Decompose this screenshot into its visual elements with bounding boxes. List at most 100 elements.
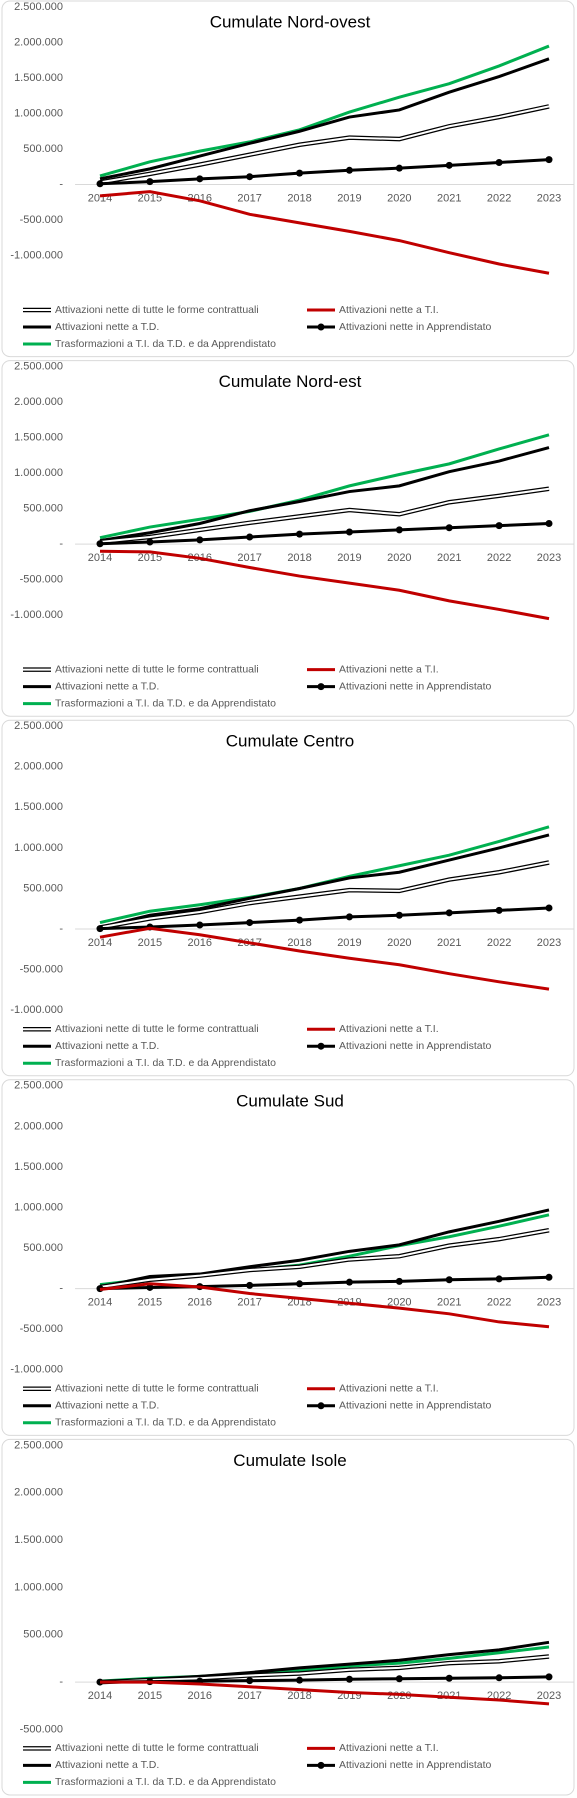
panel (1, 1079, 575, 1436)
y-tick-label: -1.000.000 (10, 1364, 63, 1376)
x-tick-label: 2021 (437, 192, 461, 204)
marker (345, 913, 353, 921)
chart-title: Cumulate Centro (226, 732, 355, 751)
x-tick-label: 2023 (537, 1297, 561, 1309)
marker (545, 520, 553, 528)
y-tick-label: 1.500.000 (14, 72, 63, 84)
y-tick-label: 2.000.000 (14, 761, 63, 773)
marker (196, 921, 204, 929)
line (99, 906, 550, 931)
x-tick-label: 2018 (287, 552, 311, 564)
line (99, 158, 550, 186)
y-tick-label: -500.000 (20, 214, 63, 226)
legend-label: Attivazioni nette a T.D. (55, 321, 159, 333)
x-tick-label: 2014 (88, 552, 112, 564)
x-tick-label: 2022 (487, 937, 511, 949)
marker (296, 169, 304, 177)
legend-label: Trasformazioni a T.I. da T.D. e da Appre… (55, 1776, 276, 1788)
legend-label: Attivazioni nette a T.I. (339, 663, 439, 675)
marker (495, 158, 503, 166)
marker (445, 524, 453, 532)
legend-label: Trasformazioni a T.I. da T.D. e da Appre… (55, 1417, 276, 1429)
x-tick-label: 2014 (88, 937, 112, 949)
y-tick-label: -500.000 (20, 1323, 63, 1335)
y-tick-label: -500.000 (20, 574, 63, 586)
y-tick-label: 2.500.000 (14, 1439, 63, 1451)
line (99, 105, 550, 184)
marker (345, 528, 353, 536)
legend-label: Attivazioni nette a T.I. (339, 1742, 439, 1754)
y-tick-label: - (59, 923, 63, 935)
y-tick-label: 1.500.000 (14, 1534, 63, 1546)
marker (96, 540, 104, 548)
marker (445, 909, 453, 917)
x-tick-label: 2015 (138, 192, 162, 204)
y-tick-label: 500.000 (23, 503, 63, 515)
marker (146, 1283, 154, 1291)
x-tick-label: 2018 (287, 192, 311, 204)
x-tick-label: 2019 (337, 192, 361, 204)
chart-title: Cumulate Nord-ovest (210, 12, 371, 31)
marker (545, 904, 553, 912)
legend-label: Attivazioni nette a T.I. (339, 1383, 439, 1395)
y-tick-label: 1.500.000 (14, 801, 63, 813)
line (99, 1275, 550, 1291)
marker (345, 1278, 353, 1286)
line (99, 926, 550, 991)
legend-label: Attivazioni nette a T.D. (55, 1400, 159, 1412)
y-tick-label: - (59, 178, 63, 190)
legend-label: Trasformazioni a T.I. da T.D. e da Appre… (55, 338, 276, 350)
legend-label: Attivazioni nette a T.D. (55, 680, 159, 692)
line (100, 1680, 550, 1706)
marker (445, 1276, 453, 1284)
x-tick-label: 2017 (237, 192, 261, 204)
legend-label: Attivazioni nette in Apprendistato (339, 1040, 492, 1052)
line (99, 833, 550, 929)
legend-label: Attivazioni nette di tutte le forme cont… (55, 1023, 259, 1035)
x-tick-label: 2020 (387, 1297, 411, 1309)
y-tick-label: 2.500.000 (14, 720, 63, 732)
y-tick-label: - (59, 538, 63, 550)
line (99, 446, 550, 543)
legend-label: Trasformazioni a T.I. da T.D. e da Appre… (55, 697, 276, 709)
marker (246, 1281, 254, 1289)
marker (545, 156, 553, 164)
line (99, 522, 550, 546)
marker (196, 175, 204, 183)
marker (296, 916, 304, 924)
legend-label: Attivazioni nette a T.I. (339, 1023, 439, 1035)
marker (395, 1675, 403, 1683)
y-tick-label: 1.500.000 (14, 432, 63, 444)
marker (395, 164, 403, 172)
legend-label: Attivazioni nette a T.D. (55, 1759, 159, 1771)
x-tick-label: 2018 (287, 1690, 311, 1702)
x-tick-label: 2020 (387, 552, 411, 564)
x-tick-label: 2017 (237, 1690, 261, 1702)
marker (495, 1674, 503, 1682)
legend-marker (317, 1042, 325, 1050)
x-tick-label: 2021 (437, 937, 461, 949)
marker (445, 161, 453, 169)
x-tick-label: 2015 (138, 552, 162, 564)
x-tick-label: 2016 (188, 1690, 212, 1702)
x-tick-label: 2015 (138, 1297, 162, 1309)
legend-label: Attivazioni nette di tutte le forme cont… (55, 304, 259, 316)
line (99, 44, 550, 178)
y-tick-label: -500.000 (20, 964, 63, 976)
line (99, 1282, 550, 1329)
x-tick-label: 2015 (138, 937, 162, 949)
legend-marker (317, 1402, 325, 1410)
legend-label: Attivazioni nette in Apprendistato (339, 1400, 492, 1412)
marker (246, 173, 254, 181)
chart-title: Cumulate Nord-est (219, 372, 362, 391)
line (99, 487, 550, 543)
legend-marker (317, 1761, 325, 1769)
marker (395, 911, 403, 919)
x-tick-label: 2023 (537, 937, 561, 949)
legend-label: Attivazioni nette in Apprendistato (339, 321, 492, 333)
marker (246, 919, 254, 927)
x-tick-label: 2021 (437, 552, 461, 564)
x-tick-label: 2016 (188, 937, 212, 949)
y-tick-label: 1.000.000 (14, 842, 63, 854)
legend-label: Trasformazioni a T.I. da T.D. e da Appre… (55, 1057, 276, 1069)
